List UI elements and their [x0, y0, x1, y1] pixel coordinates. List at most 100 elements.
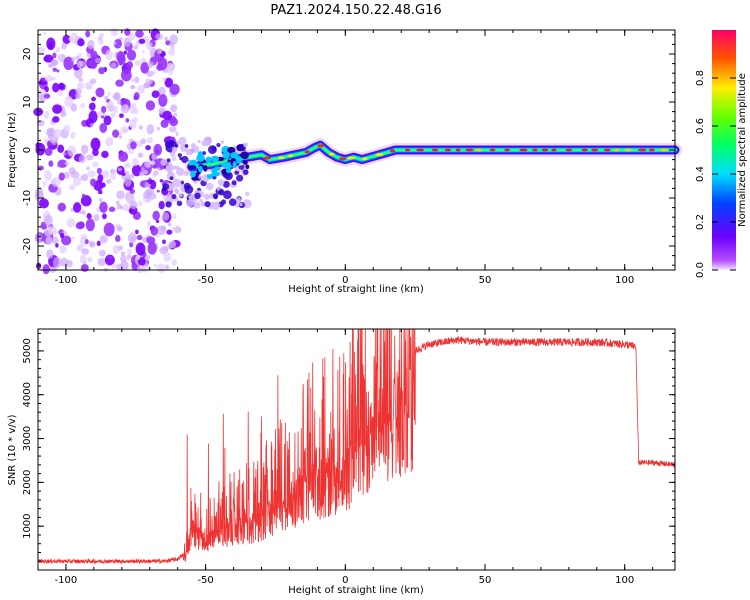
noise-blob [112, 105, 119, 114]
noise-blob [57, 89, 64, 97]
ridge-blob [235, 157, 243, 164]
noise-blob [110, 172, 117, 181]
noise-blob [130, 78, 135, 83]
noise-blob [85, 218, 95, 232]
transition-blob [203, 138, 212, 147]
noise-blob [75, 87, 82, 95]
transition-blob [165, 201, 172, 208]
snr-ytick-label: 2000 [22, 470, 33, 495]
noise-blob [43, 138, 49, 144]
noise-blob [62, 34, 71, 44]
noise-blob [115, 79, 124, 87]
noise-blob [70, 131, 76, 139]
noise-blob [141, 50, 145, 54]
transition-blob [199, 198, 204, 203]
noise-blob [150, 159, 156, 166]
noise-blob [163, 252, 172, 262]
noise-blob [50, 59, 59, 67]
noise-blob [80, 233, 88, 241]
noise-blob [116, 203, 123, 210]
noise-blob [101, 105, 107, 114]
noise-blob [169, 83, 180, 95]
ridge-blob [187, 165, 197, 170]
noise-blob [98, 37, 104, 45]
transition-blob [239, 202, 243, 207]
transition-blob [171, 194, 177, 200]
noise-blob [43, 54, 54, 63]
noise-blob [102, 213, 107, 220]
noise-blob [48, 160, 54, 167]
noise-blob [44, 147, 53, 156]
ridge-blob [189, 170, 196, 178]
ridge-blob [236, 144, 244, 152]
ridge-blob [196, 154, 205, 162]
ridge-core [532, 148, 538, 152]
ridge-core [375, 153, 384, 157]
noise-blob [123, 37, 132, 48]
ridge-core [474, 148, 482, 152]
transition-blob [216, 142, 221, 148]
noise-blob [80, 263, 89, 272]
noise-blob [103, 222, 115, 237]
noise-blob [138, 200, 143, 207]
noise-blob [101, 150, 109, 159]
noise-blob [134, 60, 141, 67]
ridge-blob [198, 165, 203, 173]
spectrogram-xlabel: Height of straight line (km) [288, 284, 424, 295]
transition-blob [198, 174, 202, 179]
noise-blob [85, 81, 94, 90]
snr-xtick-label: 50 [479, 575, 492, 586]
snr-frame [37, 328, 676, 571]
noise-blob [118, 135, 123, 139]
noise-blob [116, 225, 123, 232]
transition-blob [242, 199, 252, 209]
noise-blob [56, 69, 60, 73]
ridge-core [504, 148, 511, 152]
noise-blob [156, 167, 161, 171]
ridge-core [389, 149, 396, 153]
snr-ytick-label: 5000 [22, 338, 33, 363]
ridge-core [263, 156, 272, 160]
colorbar-gradient [712, 30, 736, 270]
noise-blob [175, 131, 179, 136]
noise-blob [156, 126, 160, 131]
noise-blob [110, 112, 116, 118]
ridge-core [288, 154, 294, 158]
noise-blob [126, 249, 132, 255]
ridge-core [347, 156, 356, 160]
spectrogram-xtick-label: -50 [197, 275, 213, 286]
transition-blob [169, 176, 174, 181]
noise-blob [169, 117, 179, 127]
ridge-core [659, 148, 669, 152]
noise-blob [147, 61, 154, 68]
transition-blob [211, 145, 217, 152]
noise-blob [168, 126, 177, 133]
spectrogram-xtick-label: 50 [479, 275, 492, 286]
ridge-blob [232, 161, 237, 169]
ridge-blob [210, 155, 219, 163]
noise-blob [136, 255, 141, 261]
noise-blob [129, 174, 135, 179]
noise-blob [90, 50, 98, 60]
noise-blob [110, 62, 117, 69]
noise-blob [156, 189, 160, 193]
transition-blob [218, 189, 225, 196]
noise-blob [104, 95, 109, 100]
noise-blob [89, 78, 97, 84]
transition-blob [166, 168, 172, 173]
noise-blob [107, 91, 111, 96]
noise-blob [105, 49, 114, 61]
noise-blob [47, 225, 57, 235]
noise-blob [146, 124, 155, 135]
noise-blob [136, 264, 145, 274]
ridge-core [455, 148, 461, 152]
transition-blob [228, 198, 237, 206]
noise-blob [145, 188, 155, 196]
noise-blob [123, 128, 127, 133]
ridge-core [541, 148, 549, 152]
noise-blob [72, 202, 82, 213]
noise-blob [120, 255, 127, 263]
noise-blob [112, 129, 120, 138]
noise-blob [111, 263, 117, 269]
noise-blob [128, 32, 136, 41]
